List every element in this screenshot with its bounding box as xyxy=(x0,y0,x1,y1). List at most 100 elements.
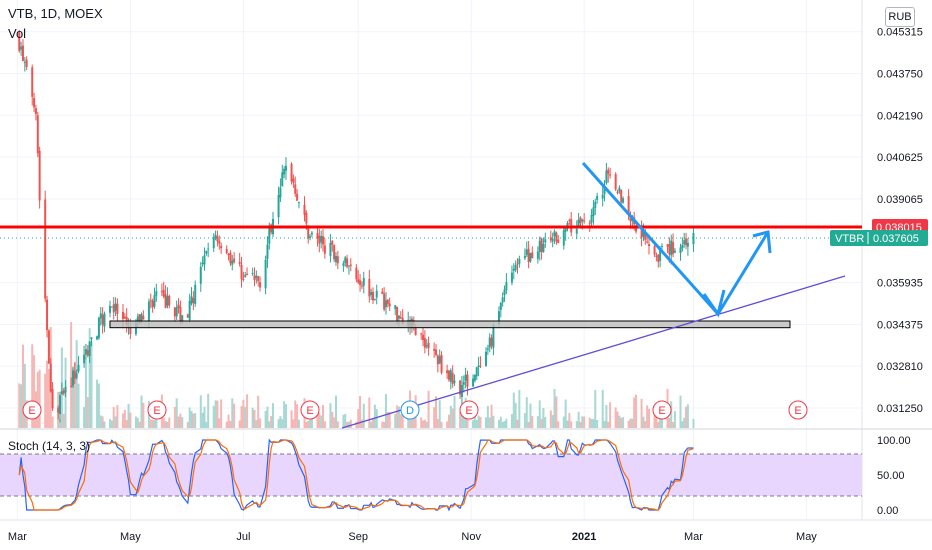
candle-body xyxy=(199,266,202,284)
volume-bar xyxy=(310,413,313,428)
candle-body xyxy=(555,232,558,242)
candle-body xyxy=(453,380,456,383)
candle-body xyxy=(655,255,658,257)
candle-body xyxy=(177,304,180,308)
volume-bar xyxy=(360,419,363,428)
candle-body xyxy=(381,291,384,294)
volume-bar xyxy=(435,396,437,428)
candle-body xyxy=(588,222,591,224)
volume-bar xyxy=(601,389,604,428)
volume-bar xyxy=(642,416,645,428)
price-tick-label: 0.042190 xyxy=(877,110,923,122)
volume-bar xyxy=(279,416,282,428)
candle-body xyxy=(549,237,552,241)
price-tick-label: 0.040625 xyxy=(877,152,923,164)
candle-body xyxy=(349,264,352,266)
volume-bar xyxy=(342,414,345,428)
stoch-k-line xyxy=(18,438,694,512)
price-tick-label: 0.045315 xyxy=(877,27,923,39)
candle-body xyxy=(255,275,258,278)
volume-bar xyxy=(503,421,506,428)
candle-body xyxy=(347,265,350,267)
event-marker-letter: E xyxy=(658,405,665,417)
candle-body xyxy=(568,220,571,222)
volume-bar xyxy=(514,402,517,428)
volume-bar xyxy=(646,405,649,428)
earnings-marker[interactable] xyxy=(22,400,42,420)
candle-body xyxy=(577,219,580,229)
candle-body xyxy=(25,59,28,67)
volume-bar xyxy=(71,368,74,428)
volume-bar xyxy=(570,421,573,428)
volume-bar xyxy=(220,399,223,428)
volume-bar xyxy=(527,421,530,428)
volume-bar xyxy=(96,379,99,428)
candle-body xyxy=(136,316,139,322)
candle-body xyxy=(531,252,534,259)
volume-bar xyxy=(70,322,73,428)
candle-body xyxy=(112,304,115,313)
earnings-marker[interactable] xyxy=(300,400,320,420)
candle-body xyxy=(564,227,567,232)
volume-bar xyxy=(438,400,441,428)
price-tick-label: 0.035935 xyxy=(877,278,923,290)
volume-bar xyxy=(38,369,41,428)
candle-body xyxy=(305,212,308,224)
stochastic-label[interactable]: Stoch (14, 3, 3) xyxy=(8,439,91,453)
candle-body xyxy=(683,240,686,245)
volume-bar xyxy=(679,395,682,428)
candle-body xyxy=(422,334,425,340)
candle-body xyxy=(231,260,234,265)
symbol-title[interactable]: VTB, 1D, MOEX xyxy=(8,6,103,21)
candle-body xyxy=(121,311,124,320)
candle-body xyxy=(635,226,638,232)
candle-body xyxy=(75,373,78,378)
candle-body xyxy=(96,336,99,340)
candle-body xyxy=(616,191,619,193)
volume-bar xyxy=(460,406,463,428)
volume-bar xyxy=(264,411,267,428)
volume-bar xyxy=(518,390,521,428)
currency-button[interactable]: RUB xyxy=(885,7,915,27)
candle-body xyxy=(307,225,310,239)
candle-body xyxy=(464,374,467,381)
candle-body xyxy=(233,258,236,263)
volume-bar xyxy=(284,404,287,428)
volume-bar xyxy=(75,340,78,428)
earnings-marker[interactable] xyxy=(459,400,479,420)
volume-bar xyxy=(410,419,413,428)
volume-bar xyxy=(233,403,236,428)
volume-bar xyxy=(134,416,137,428)
volume-bar xyxy=(18,383,21,428)
candle-body xyxy=(557,239,560,243)
candle-body xyxy=(485,351,488,367)
candle-body xyxy=(192,298,195,303)
candle-body xyxy=(109,305,112,313)
volume-bar xyxy=(116,405,119,428)
earnings-marker[interactable] xyxy=(788,400,808,420)
volume-bar xyxy=(103,421,106,428)
volume-bar xyxy=(251,407,254,428)
candle-body xyxy=(336,256,339,264)
candle-body xyxy=(186,314,189,318)
dividend-marker[interactable] xyxy=(400,400,420,420)
stoch-tick-label: 0.00 xyxy=(877,505,898,517)
candle-body xyxy=(640,229,643,238)
volume-bar xyxy=(627,420,630,428)
volume-bar xyxy=(538,400,541,428)
volume-bar xyxy=(401,413,404,428)
volume-bar xyxy=(384,394,387,428)
volume-label[interactable]: Vol xyxy=(8,26,27,41)
volume-bar xyxy=(555,396,558,428)
earnings-marker[interactable] xyxy=(652,400,672,420)
volume-bar xyxy=(425,421,428,428)
volume-bar xyxy=(355,421,358,428)
candle-body xyxy=(384,300,387,307)
volume-bar xyxy=(283,401,286,428)
price-tick-label: 0.039065 xyxy=(877,194,923,206)
volume-bar xyxy=(648,408,650,428)
earnings-marker[interactable] xyxy=(147,400,167,420)
volume-bar xyxy=(333,417,336,428)
candle-body xyxy=(20,46,23,50)
